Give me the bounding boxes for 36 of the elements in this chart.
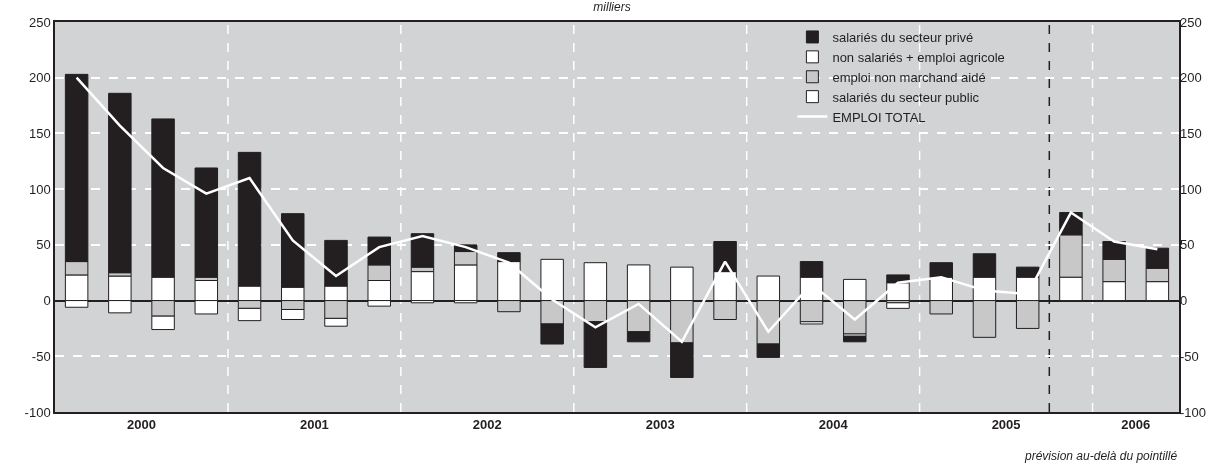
bar bbox=[843, 335, 867, 343]
y2-tick-label: 0 bbox=[1180, 293, 1188, 309]
bar bbox=[410, 233, 435, 268]
y-tick-label: 50 bbox=[36, 237, 51, 253]
legend-label: emploi non marchand aidé bbox=[832, 69, 986, 85]
legend-label: EMPLOI TOTAL bbox=[832, 109, 926, 125]
bar bbox=[886, 302, 910, 309]
x-tick-label: 2002 bbox=[472, 417, 502, 433]
x-tick-label: 2005 bbox=[991, 417, 1021, 433]
y-tick-label: -100 bbox=[24, 404, 51, 420]
y2-tick-label: 150 bbox=[1180, 125, 1202, 141]
y-tick-label: 0 bbox=[43, 293, 51, 309]
x-tick-label: 2003 bbox=[645, 417, 675, 433]
bar bbox=[108, 92, 132, 274]
legend-label: non salariés + emploi agricole bbox=[832, 49, 1005, 65]
bar bbox=[410, 271, 435, 302]
y-tick-label: 150 bbox=[28, 125, 51, 141]
x-tick-label: 2006 bbox=[1121, 417, 1151, 433]
y2-tick-label: 50 bbox=[1180, 237, 1195, 253]
bar bbox=[194, 167, 219, 278]
y-tick-label: 100 bbox=[28, 181, 51, 197]
x-tick-label: 2004 bbox=[818, 417, 849, 433]
y2-tick-label: -50 bbox=[1180, 348, 1199, 364]
x-tick-label: 2001 bbox=[299, 417, 329, 433]
text: prévision au-delà du pointillé bbox=[1024, 449, 1178, 463]
y-tick-label: 200 bbox=[28, 70, 51, 86]
x-tick-label: 2000 bbox=[127, 417, 156, 433]
y2-tick-label: -100 bbox=[1180, 404, 1207, 420]
legend-label: salariés du secteur privé bbox=[832, 30, 974, 46]
legend-label: salariés du secteur public bbox=[832, 89, 980, 105]
y2-tick-label: 100 bbox=[1180, 181, 1202, 197]
y2-tick-label: 250 bbox=[1180, 14, 1202, 30]
y-tick-label: -50 bbox=[31, 348, 51, 364]
y-tick-label: 250 bbox=[28, 14, 51, 30]
y2-tick-label: 200 bbox=[1180, 70, 1202, 86]
chart-title: milliers bbox=[593, 0, 631, 14]
